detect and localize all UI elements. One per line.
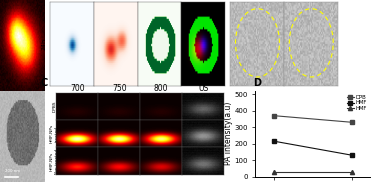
Y-axis label: DPBS: DPBS	[52, 101, 56, 112]
Title: 750: 750	[112, 84, 127, 93]
Y-axis label: HMP-NPs
Non-treated: HMP-NPs Non-treated	[50, 148, 59, 174]
Text: D: D	[253, 78, 261, 88]
Title: 700: 700	[70, 84, 85, 93]
HMF	[272, 171, 276, 173]
Text: 24h: 24h	[42, 38, 46, 50]
Line: HMF: HMF	[272, 170, 354, 175]
HMF	[349, 171, 354, 173]
DPB	[349, 121, 354, 123]
HMF	[349, 154, 354, 156]
Line: HMF: HMF	[272, 139, 354, 157]
Y-axis label: HMP-NPs
treated: HMP-NPs treated	[50, 124, 59, 143]
DPB	[272, 115, 276, 117]
Y-axis label: PA intensity(a.u): PA intensity(a.u)	[224, 102, 233, 165]
Legend: DPB, HMF, HMF: DPB, HMF, HMF	[346, 94, 368, 112]
Text: 200 nm: 200 nm	[5, 169, 20, 173]
Title: 800: 800	[154, 84, 168, 93]
Text: C: C	[41, 78, 48, 88]
HMF	[272, 140, 276, 142]
Line: DPB: DPB	[272, 114, 354, 124]
Title: US: US	[198, 84, 208, 93]
